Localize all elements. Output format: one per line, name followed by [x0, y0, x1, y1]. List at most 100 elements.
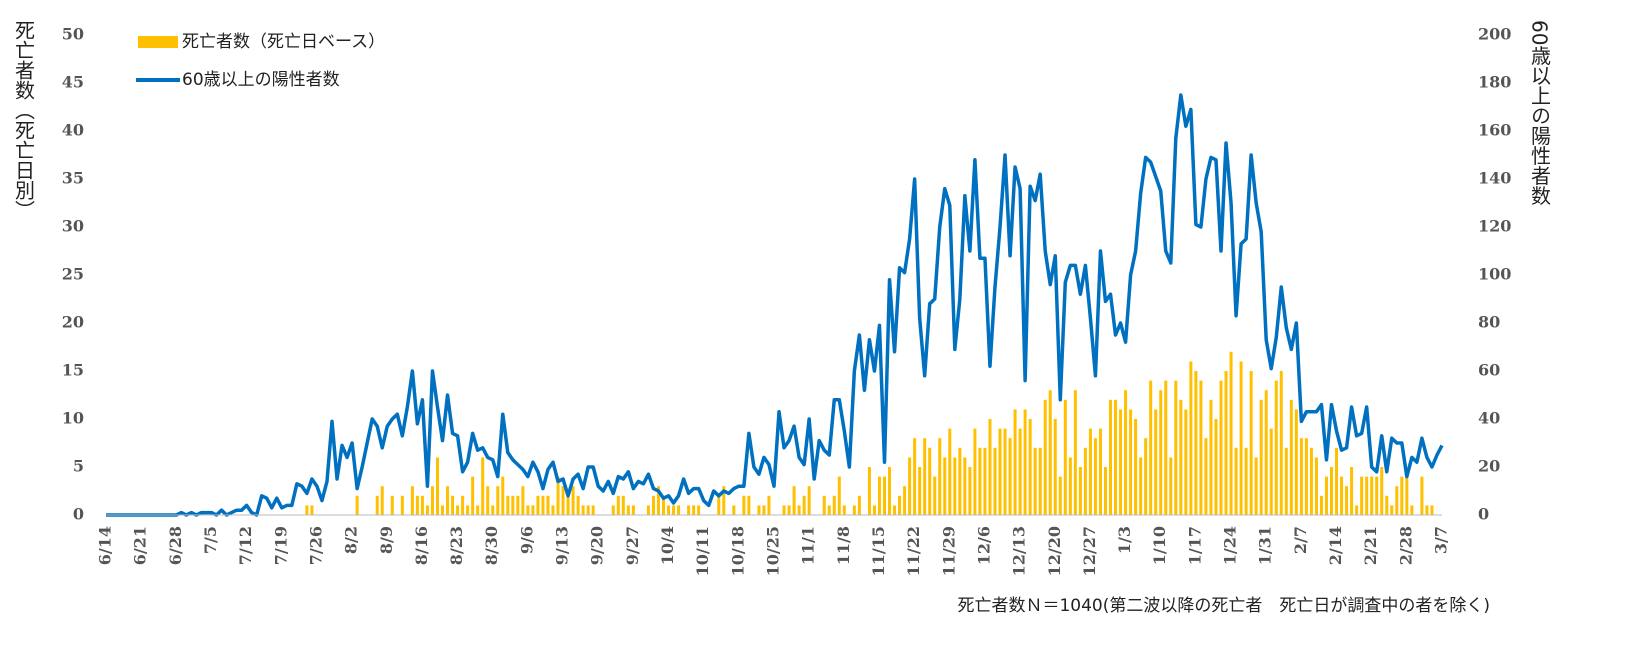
bar: [1365, 476, 1369, 515]
bar: [1229, 351, 1233, 515]
bar: [1385, 495, 1389, 515]
bar: [1239, 361, 1243, 515]
bar: [697, 505, 701, 515]
bar: [852, 505, 856, 515]
bar: [1033, 447, 1037, 515]
bar: [586, 505, 590, 515]
bar: [1284, 447, 1288, 515]
bar: [1114, 399, 1118, 515]
bar: [1375, 476, 1379, 515]
bar: [581, 505, 585, 515]
bar: [782, 505, 786, 515]
bar: [998, 428, 1002, 515]
bar: [1294, 409, 1298, 515]
bar: [1425, 505, 1429, 515]
x-tick-label: 10/18: [728, 526, 747, 576]
bar: [420, 495, 424, 515]
bar: [742, 495, 746, 515]
bar: [1053, 419, 1057, 515]
bar: [481, 457, 485, 515]
bar: [872, 505, 876, 515]
bar: [576, 495, 580, 515]
bar: [983, 447, 987, 515]
x-tick-label: 1/31: [1256, 526, 1275, 565]
bar: [898, 495, 902, 515]
bar: [882, 476, 886, 515]
y2-tick-label: 100: [1478, 265, 1511, 284]
x-tick-label: 6/14: [96, 526, 115, 565]
bar: [1340, 476, 1344, 515]
bar: [832, 495, 836, 515]
bar: [656, 486, 660, 515]
bar: [908, 457, 912, 515]
bar: [1370, 476, 1374, 515]
bar: [1405, 476, 1409, 515]
x-tick-label: 9/20: [588, 526, 607, 565]
bar: [1355, 505, 1359, 515]
bar: [1264, 390, 1268, 515]
bar: [1154, 409, 1158, 515]
bar: [1169, 457, 1173, 515]
y-tick-label: 20: [62, 313, 84, 332]
x-tick-label: 11/22: [904, 526, 923, 576]
bar: [938, 438, 942, 515]
bar: [1330, 467, 1334, 515]
bar: [692, 505, 696, 515]
bar: [390, 495, 394, 515]
y-tick-label: 45: [62, 73, 84, 92]
bar: [948, 428, 952, 515]
x-tick-label: 1/10: [1150, 526, 1169, 565]
bar: [1073, 390, 1077, 515]
bar: [1345, 486, 1349, 515]
bar: [1214, 419, 1218, 515]
x-tick-label: 8/30: [482, 526, 501, 565]
bar: [375, 495, 379, 515]
x-tick-label: 9/6: [517, 526, 536, 554]
bar: [1410, 505, 1414, 515]
bar: [822, 495, 826, 515]
bar: [1299, 438, 1303, 515]
bar: [1119, 409, 1123, 515]
x-tick-label: 11/8: [834, 526, 853, 565]
bar: [963, 457, 967, 515]
bar: [928, 447, 932, 515]
bar: [1400, 476, 1404, 515]
bar: [541, 495, 545, 515]
x-tick-label: 2/28: [1396, 526, 1415, 565]
y2-tick-label: 180: [1478, 73, 1511, 92]
bar: [611, 505, 615, 515]
bar: [1013, 409, 1017, 515]
x-tick-label: 12/13: [1010, 526, 1029, 576]
bar: [521, 486, 525, 515]
x-tick-label: 7/19: [271, 526, 290, 565]
bar: [1048, 390, 1052, 515]
bar: [762, 505, 766, 515]
x-tick-label: 10/11: [693, 526, 712, 576]
bar: [662, 495, 666, 515]
bar: [1134, 419, 1138, 515]
bar: [807, 486, 811, 515]
bar: [1098, 428, 1102, 515]
x-tick-label: 12/20: [1045, 526, 1064, 576]
bar: [1209, 399, 1213, 515]
bar: [1204, 438, 1208, 515]
y2-tick-label: 120: [1478, 217, 1511, 236]
y-tick-label: 25: [62, 265, 84, 284]
bar: [923, 438, 927, 515]
bar: [1314, 457, 1318, 515]
y2-tick-label: 20: [1478, 457, 1500, 476]
bar: [491, 505, 495, 515]
bar: [988, 419, 992, 515]
bar: [1063, 399, 1067, 515]
bar: [496, 486, 500, 515]
x-tick-label: 7/26: [306, 526, 325, 565]
bar: [1254, 457, 1258, 515]
bar: [410, 486, 414, 515]
bar: [1149, 380, 1153, 515]
bar: [1194, 371, 1198, 515]
x-tick-label: 2/7: [1291, 526, 1310, 554]
y2-axis-title: 60歳以上の陽性者数: [1528, 20, 1552, 205]
bar: [1068, 457, 1072, 515]
x-tick-label: 10/25: [764, 526, 783, 576]
